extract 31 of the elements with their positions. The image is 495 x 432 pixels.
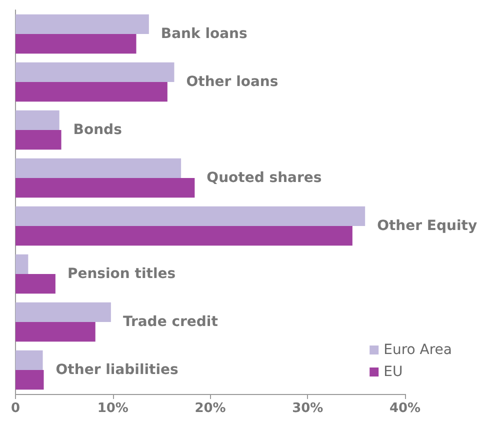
legend-label: EU: [384, 364, 403, 380]
bar: [16, 14, 149, 34]
x-tick-label: 40%: [389, 401, 421, 416]
bar: [16, 226, 352, 246]
bar: [16, 178, 195, 198]
bar: [16, 130, 62, 150]
bar: [16, 110, 60, 130]
bar: [16, 302, 111, 322]
y-tick-label: Other Equity: [377, 218, 478, 234]
bar: [16, 206, 366, 226]
y-tick-label: Trade credit: [122, 314, 218, 330]
bar: [16, 350, 43, 370]
x-tick-label: 30%: [292, 401, 324, 416]
y-tick-label: Other loans: [186, 74, 278, 90]
bar: [16, 34, 136, 54]
bar: [16, 254, 28, 274]
bar: [16, 158, 182, 178]
bar: [16, 82, 168, 102]
y-tick-label: Bonds: [73, 122, 122, 138]
bar: [16, 370, 44, 390]
y-tick-label: Other liabilities: [56, 362, 178, 378]
y-tick-label: Pension titles: [67, 266, 176, 282]
legend-label: Euro Area: [384, 342, 452, 358]
y-tick-label: Quoted shares: [206, 170, 322, 186]
bar: [16, 322, 96, 342]
x-tick-label: 20%: [194, 401, 226, 416]
bar: [16, 62, 174, 82]
y-tick-label: Bank loans: [160, 26, 248, 42]
x-tick-label: 10%: [97, 401, 128, 416]
bar: [16, 274, 56, 294]
x-tick-label: 0: [11, 401, 20, 416]
